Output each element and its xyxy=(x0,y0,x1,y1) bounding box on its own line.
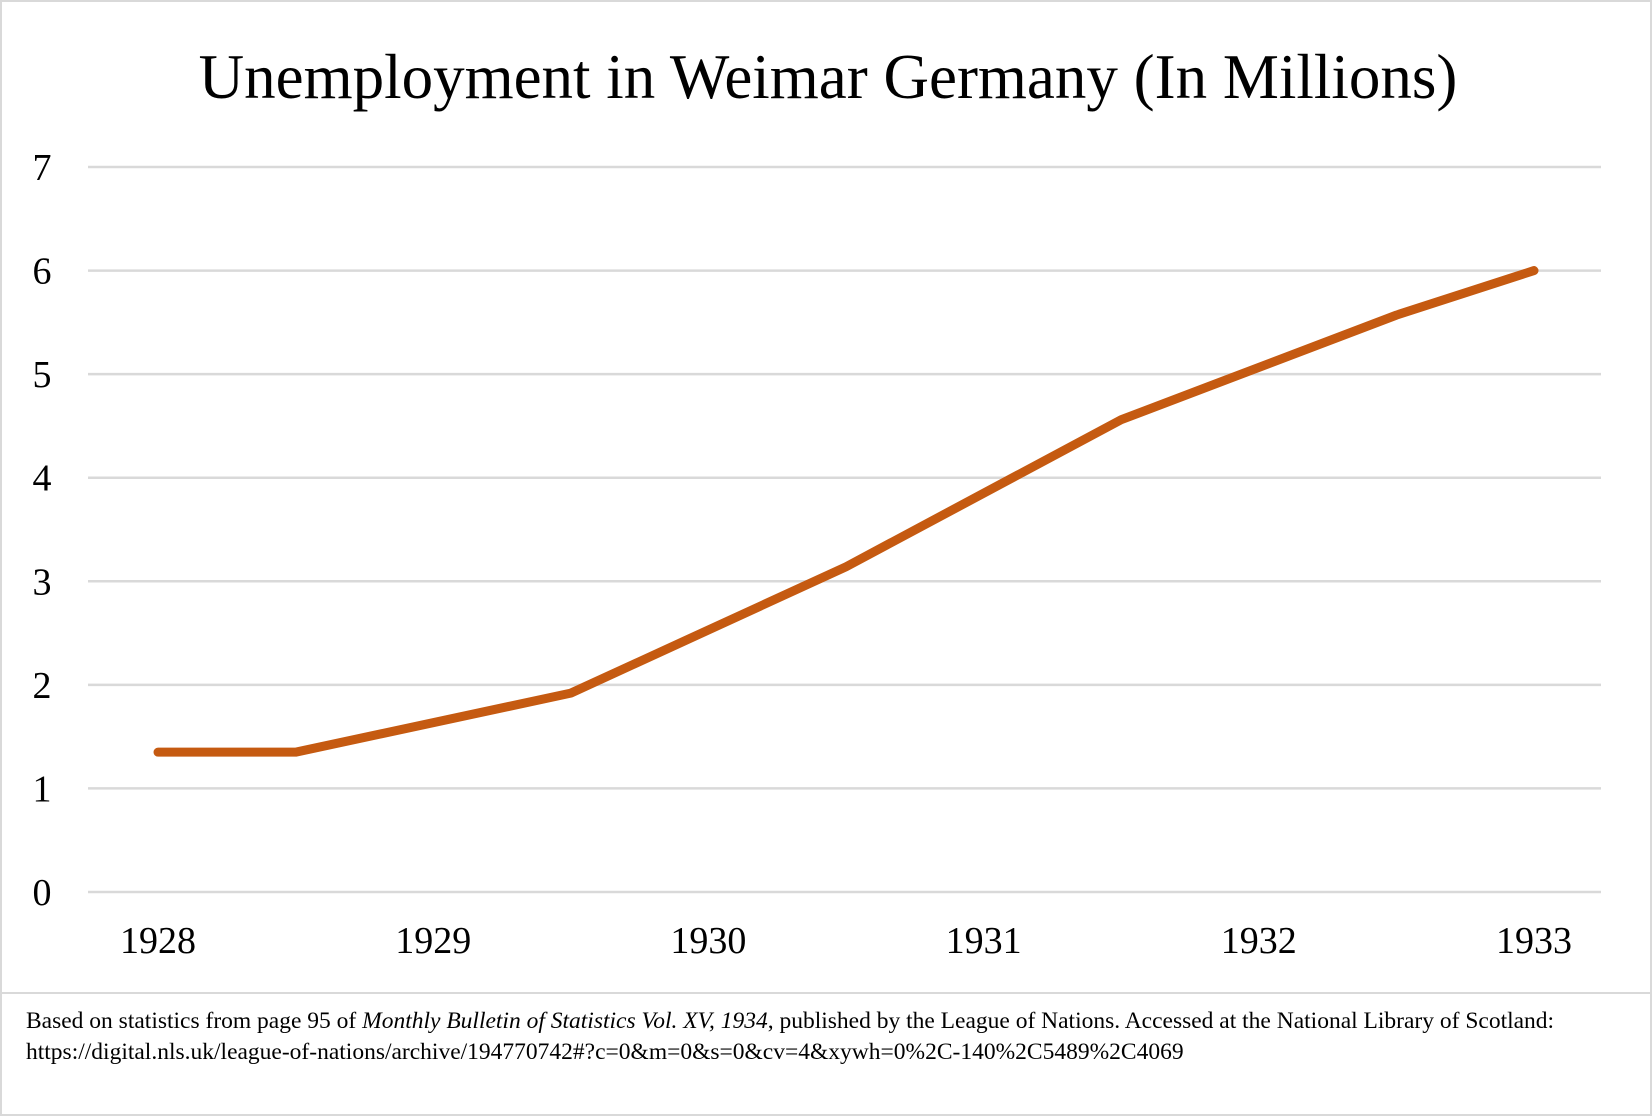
y-tick-label: 5 xyxy=(33,354,52,396)
chart-title: Unemployment in Weimar Germany (In Milli… xyxy=(199,42,1458,112)
gridlines xyxy=(88,165,1601,894)
x-tick-label: 1933 xyxy=(1496,920,1572,962)
y-tick-label: 1 xyxy=(33,768,52,810)
x-tick-label: 1928 xyxy=(120,920,196,962)
x-axis-ticks: 1928 1929 1930 1931 1932 1933 xyxy=(120,920,1572,962)
y-axis-ticks: 0 1 2 3 4 5 6 7 xyxy=(33,147,52,914)
y-tick-label: 4 xyxy=(33,458,52,500)
y-tick-label: 0 xyxy=(33,872,52,914)
line-chart: Unemployment in Weimar Germany (In Milli… xyxy=(33,42,1601,962)
y-tick-label: 2 xyxy=(33,665,52,707)
source-note-prefix: Based on statistics from page 95 of xyxy=(26,1008,363,1034)
source-note-suffix: , published by the League of Nations. Ac… xyxy=(26,1008,1555,1065)
y-tick-label: 3 xyxy=(33,561,52,603)
series-lines xyxy=(153,266,1539,757)
x-tick-label: 1932 xyxy=(1221,920,1297,962)
x-tick-label: 1930 xyxy=(670,920,746,962)
y-tick-label: 7 xyxy=(33,147,52,189)
source-title: Monthly Bulletin of Statistics Vol. XV, … xyxy=(362,1008,768,1034)
series-line xyxy=(153,266,1539,757)
x-tick-label: 1931 xyxy=(946,920,1022,962)
x-tick-label: 1929 xyxy=(395,920,471,962)
source-note: Based on statistics from page 95 of Mont… xyxy=(2,992,1650,1114)
y-tick-label: 6 xyxy=(33,251,52,293)
